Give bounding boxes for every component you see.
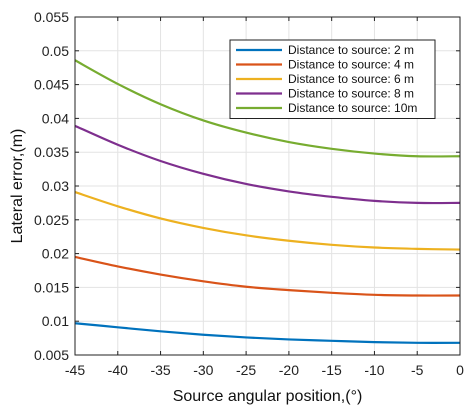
- x-tick-label: -30: [193, 362, 213, 378]
- y-tick-label: 0.055: [34, 9, 69, 25]
- x-tick-label: -40: [108, 362, 128, 378]
- y-tick-label: 0.04: [42, 110, 69, 126]
- x-axis-label: Source angular position,(°): [173, 388, 363, 405]
- series-line-3: [74, 191, 461, 251]
- x-tick-label: -15: [322, 362, 342, 378]
- x-tick-label: 0: [456, 362, 464, 378]
- y-tick-label: 0.045: [34, 77, 69, 93]
- y-axis-label: Lateral error,(m): [9, 129, 26, 244]
- y-tick-label: 0.025: [34, 212, 69, 228]
- x-tick-label: -35: [150, 362, 170, 378]
- y-tick-label: 0.03: [42, 178, 69, 194]
- legend-label: Distance to source: 6 m: [288, 72, 414, 86]
- data-series: [74, 59, 461, 344]
- x-tick-label: -5: [411, 362, 424, 378]
- y-tick-label: 0.015: [34, 279, 69, 295]
- y-tick-label: 0.035: [34, 144, 69, 160]
- x-tick-label: -10: [364, 362, 384, 378]
- series-line-5: [74, 59, 461, 158]
- x-tick-label: -25: [236, 362, 256, 378]
- axis-ticks: [74, 16, 461, 356]
- legend-label: Distance to source: 2 m: [288, 43, 414, 57]
- y-tick-label: 0.005: [34, 347, 69, 363]
- y-tick-label: 0.02: [42, 246, 69, 262]
- legend-label: Distance to source: 4 m: [288, 58, 414, 72]
- series-line-4: [74, 124, 461, 205]
- y-tick-label: 0.05: [42, 43, 69, 59]
- x-tick-label: -45: [65, 362, 85, 378]
- series-line-2: [74, 255, 461, 297]
- legend-label: Distance to source: 10m: [288, 101, 417, 115]
- x-tick-label: -20: [279, 362, 299, 378]
- series-line-1: [74, 322, 461, 344]
- legend-label: Distance to source: 8 m: [288, 87, 414, 101]
- x-tick-labels: -45 -40 -35 -30 -25 -20 -15 -10 -5 0: [65, 362, 464, 378]
- y-tick-labels: 0.005 0.01 0.015 0.02 0.025 0.03 0.035 0.04 0.04…: [34, 9, 69, 363]
- y-tick-label: 0.01: [42, 313, 69, 329]
